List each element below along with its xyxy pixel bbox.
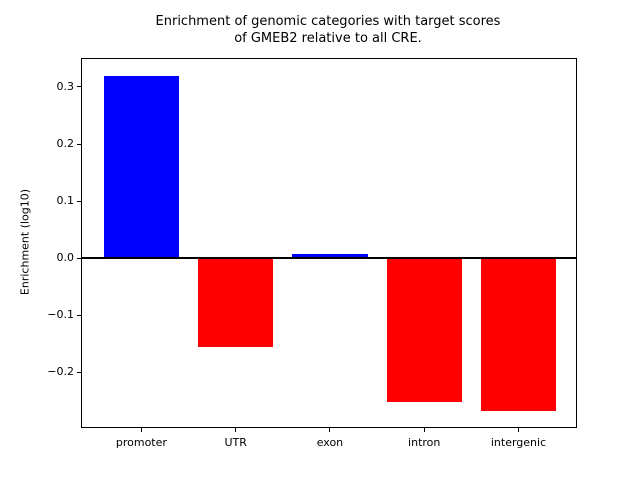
x-tick-label-intron: intron — [408, 436, 441, 449]
plot-area: 0.3 0.2 0.1 0.0 −0.1 −0.2 promoter UTR exon intro… — [47, 58, 577, 449]
zero-axis-line — [82, 257, 576, 260]
y-tick-label: 0.3 — [56, 79, 75, 93]
bar-exon — [292, 254, 368, 259]
y-tick-label: −0.1 — [47, 308, 74, 322]
x-tick-label-promoter: promoter — [115, 436, 167, 449]
chart-title-line1: Enrichment of genomic categories with ta… — [155, 14, 501, 29]
y-tick-label: −0.2 — [47, 365, 74, 379]
y-tick-mark — [77, 257, 81, 259]
x-tick-mark — [423, 428, 425, 432]
y-tick-mark — [77, 371, 81, 373]
chart-title: Enrichment of genomic categories with ta… — [81, 13, 575, 47]
x-tick-label-intergenic: intergenic — [490, 436, 547, 449]
y-tick-label: 0.1 — [56, 194, 75, 208]
bar-intron — [386, 258, 462, 403]
y-tick-label: 0.0 — [56, 251, 75, 265]
x-tick-mark — [140, 428, 142, 432]
y-tick-mark — [77, 314, 81, 316]
y-tick-mark — [77, 143, 81, 145]
y-tick-mark — [77, 200, 81, 202]
bar-intergenic — [480, 258, 557, 411]
x-tick-label-exon: exon — [316, 436, 344, 449]
y-tick-mark — [77, 86, 81, 88]
x-tick-mark — [517, 428, 519, 432]
y-tick-label: 0.2 — [56, 137, 75, 150]
x-tick-mark — [329, 428, 331, 432]
x-tick-mark — [235, 428, 237, 432]
x-tick-label-UTR: UTR — [224, 436, 247, 449]
chart-title-line2: of GMEB2 relative to all CRE. — [234, 31, 422, 46]
bar-UTR — [197, 258, 274, 348]
bar-promoter — [103, 75, 180, 259]
